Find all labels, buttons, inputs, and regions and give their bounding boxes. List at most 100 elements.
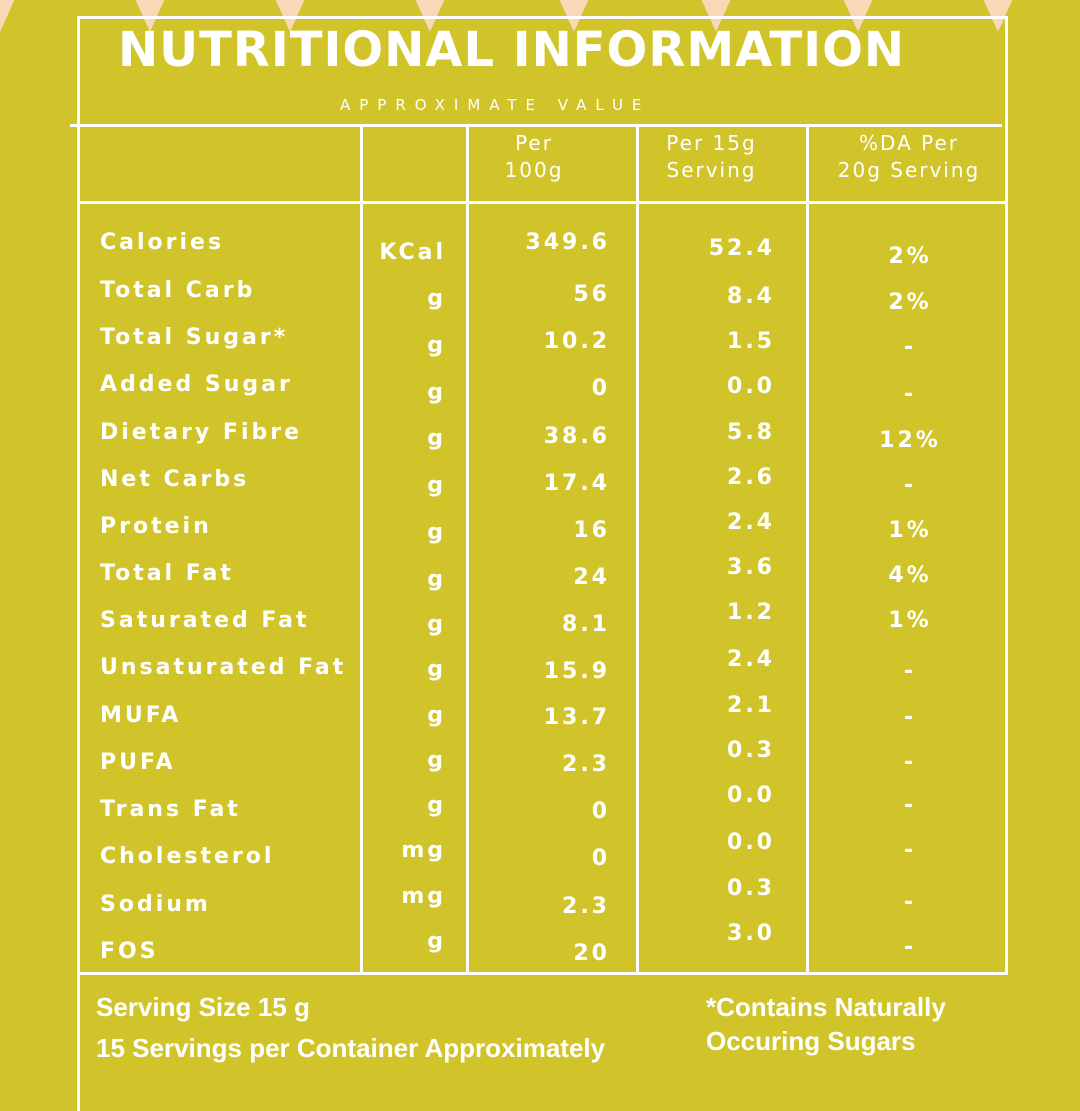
table-row: Saturated Fat g 8.1 1.2 1% [0,600,1080,648]
header-per-15g: Per 15g Serving [639,130,784,184]
value-da: - [903,935,917,960]
nutrient-name: Trans Fat [100,797,241,822]
value-per-100g: 0 [591,846,610,871]
nutrient-unit: g [427,612,446,637]
value-per-15g: 0.0 [727,830,775,855]
value-per-100g: 17.4 [543,471,610,496]
nutrient-name: Added Sugar [100,372,293,397]
value-per-100g: 349.6 [525,230,610,255]
value-per-100g: 20 [573,941,610,966]
nutrient-name: Cholesterol [100,844,275,869]
table-row: Total Fat g 24 3.6 4% [0,555,1080,601]
nutrient-unit: g [427,929,446,954]
table-row: Calories KCal 349.6 52.4 2% [0,230,1080,270]
nutrient-unit: g [427,426,446,451]
table-row: Dietary Fibre g 38.6 5.8 12% [0,420,1080,460]
value-da: - [903,335,917,360]
value-per-100g: 13.7 [543,705,610,730]
nutrient-unit: mg [401,838,446,863]
nutrient-name: Dietary Fibre [100,420,303,445]
value-per-15g: 2.6 [727,465,775,490]
nutrient-name: Unsaturated Fat [100,655,347,680]
nutrient-unit: g [427,657,446,682]
value-per-15g: 2.1 [727,693,775,718]
value-da: 1% [888,518,932,543]
col-divider-2 [466,127,469,974]
nutrient-name: FOS [100,939,159,964]
sugar-note-line2: Occuring Sugars [706,1026,916,1056]
value-per-100g: 8.1 [562,612,610,637]
value-per-100g: 10.2 [543,329,610,354]
nutrient-unit: g [427,748,446,773]
table-row: Total Sugar* g 10.2 1.5 - [0,325,1080,365]
value-da: - [903,838,917,863]
frame-left-top [77,16,80,124]
value-per-15g: 1.2 [727,600,775,625]
frame-right [1005,124,1008,974]
nutrient-name: Total Fat [100,561,234,586]
nutrient-unit: g [427,473,446,498]
value-per-15g: 2.4 [727,647,775,672]
value-per-15g: 0.0 [727,783,775,808]
table-row: MUFA g 13.7 2.1 - [0,693,1080,743]
title-divider [70,124,1002,127]
value-per-15g: 0.3 [727,738,775,763]
header-divider [77,201,1008,204]
value-per-100g: 15.9 [543,659,610,684]
value-da: 12% [879,428,941,453]
header-per-15g-line1: Per 15g [666,131,757,155]
value-per-15g: 52.4 [708,236,775,261]
value-da: 1% [888,608,932,633]
header-da: %DA Per 20g Serving [809,130,1009,184]
nutrient-name: Total Sugar* [100,325,289,350]
value-per-100g: 38.6 [543,424,610,449]
table-row: FOS g 20 3.0 - [0,921,1080,979]
value-per-100g: 0 [591,376,610,401]
nutrient-unit: g [427,793,446,818]
value-per-100g: 24 [573,565,610,590]
value-da: - [903,793,917,818]
nutrient-unit: g [427,286,446,311]
frame-top [77,16,1008,19]
table-row: Unsaturated Fat g 15.9 2.4 - [0,647,1080,695]
header-da-line1: %DA Per [859,131,959,155]
value-per-15g: 3.0 [727,921,775,946]
value-da: - [903,890,917,915]
header-per-15g-line2: Serving [666,158,757,182]
value-per-100g: 56 [573,282,610,307]
table-row: PUFA g 2.3 0.3 - [0,738,1080,790]
header-per-100g-line1: Per [515,131,553,155]
col-divider-1 [360,127,363,974]
nutrient-name: Saturated Fat [100,608,310,633]
value-per-15g: 3.6 [727,555,775,580]
table-row: Cholesterol mg 0 0.0 - [0,830,1080,884]
frame-right-top [1005,16,1008,124]
table-bottom [77,972,1008,975]
value-per-100g: 16 [573,518,610,543]
value-per-100g: 2.3 [562,894,610,919]
table-row: Added Sugar g 0 0.0 - [0,372,1080,412]
nutrient-unit: g [427,380,446,405]
value-per-100g: 0 [591,799,610,824]
value-da: - [903,382,917,407]
value-da: - [903,705,917,730]
header-per-100g-line2: 100g [504,158,564,182]
value-per-15g: 0.0 [727,374,775,399]
nutrient-name: Sodium [100,892,211,917]
nutrient-unit: mg [401,884,446,909]
value-da: 2% [888,244,932,269]
header-da-line2: 20g Serving [837,158,981,182]
value-da: - [903,659,917,684]
nutrient-unit: g [427,567,446,592]
table-row: Protein g 16 2.4 1% [0,510,1080,554]
cone-decoration [0,0,18,32]
nutrient-unit: g [427,520,446,545]
col-divider-4 [806,127,809,974]
value-per-15g: 0.3 [727,876,775,901]
value-da: - [903,473,917,498]
nutrient-unit: g [427,333,446,358]
table-row: Net Carbs g 17.4 2.6 - [0,465,1080,507]
value-da: 2% [888,290,932,315]
value-per-15g: 5.8 [727,420,775,445]
nutrient-name: Calories [100,230,225,255]
